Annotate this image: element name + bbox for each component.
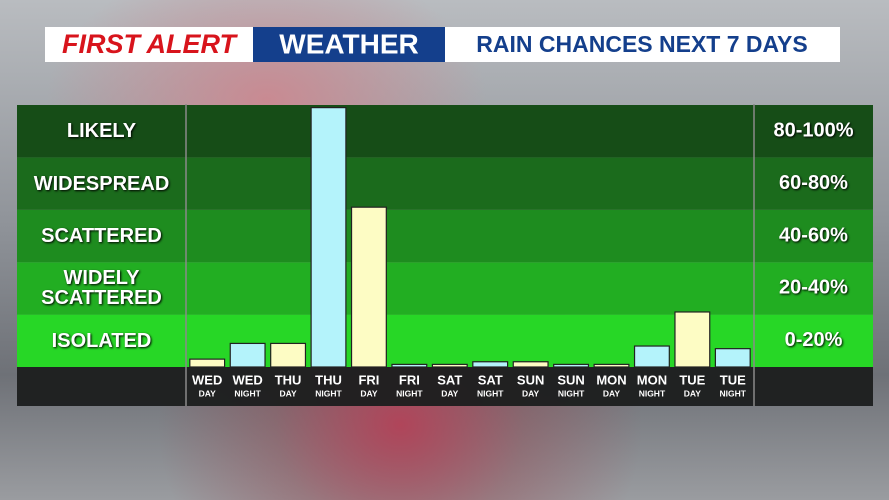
x-tick-sublabel: NIGHT [315, 388, 342, 398]
bar [350, 206, 387, 368]
band-range: 40-60% [779, 224, 848, 246]
x-tick-label: MON [637, 372, 667, 387]
band [17, 209, 873, 263]
header-title: RAIN CHANCES NEXT 7 DAYS [476, 31, 807, 57]
band-range: 60-80% [779, 172, 848, 194]
band-name: ISOLATED [51, 329, 152, 352]
band-label-box: WIDELY SCATTERED [41, 267, 162, 310]
x-tick-label: SAT [437, 372, 462, 387]
x-tick-sublabel: NIGHT [234, 388, 261, 398]
bar [431, 363, 468, 368]
band [17, 105, 873, 158]
band [17, 157, 873, 210]
x-tick-label: SUN [557, 372, 584, 387]
bar [391, 363, 428, 368]
x-tick-sublabel: DAY [199, 388, 216, 398]
bar [472, 361, 509, 368]
x-tick-sublabel: NIGHT [639, 388, 666, 398]
bar [593, 363, 630, 368]
bar [189, 358, 226, 368]
brand-right: WEATHER [279, 28, 418, 59]
x-tick-label: SUN [517, 372, 544, 387]
x-tick-label: THU [275, 372, 302, 387]
band-label-box: ISOLATED [51, 329, 152, 352]
band-label-box: SCATTERED [41, 224, 162, 247]
x-tick-sublabel: NIGHT [720, 388, 747, 398]
bar [512, 361, 549, 368]
band-range: 80-100% [773, 119, 853, 141]
x-tick-label: WED [232, 372, 262, 387]
x-tick-label: FRI [399, 372, 420, 387]
x-tick-sublabel: DAY [603, 388, 620, 398]
bar [270, 342, 307, 368]
x-tick-sublabel: DAY [360, 388, 377, 398]
band-label-box: WIDESPREAD [33, 172, 170, 195]
x-tick-sublabel: NIGHT [477, 388, 504, 398]
band-name: WIDELY SCATTERED [41, 267, 162, 310]
band-name: WIDESPREAD [33, 172, 170, 195]
band-name: LIKELY [66, 120, 137, 143]
x-tick-label: FRI [358, 372, 379, 387]
x-tick-label: TUE [720, 372, 746, 387]
bar [633, 345, 670, 368]
x-tick-sublabel: NIGHT [396, 388, 423, 398]
band [17, 262, 873, 315]
bar [229, 342, 266, 368]
band-label-box: LIKELY [66, 120, 137, 143]
brand-left: FIRST ALERT [62, 29, 239, 59]
x-tick-sublabel: NIGHT [558, 388, 585, 398]
x-tick-label: MON [596, 372, 626, 387]
band-name: SCATTERED [41, 224, 162, 247]
x-tick-sublabel: DAY [279, 388, 296, 398]
x-tick-sublabel: DAY [441, 388, 458, 398]
x-tick-label: TUE [679, 372, 705, 387]
bar [714, 348, 751, 368]
category-row [17, 367, 873, 406]
x-tick-label: SAT [478, 372, 503, 387]
band-range: 0-20% [785, 329, 843, 351]
x-tick-sublabel: DAY [684, 388, 701, 398]
bar [310, 107, 347, 368]
header-weather-box [253, 27, 445, 62]
band-range: 20-40% [779, 277, 848, 299]
x-tick-label: WED [192, 372, 222, 387]
bar [553, 363, 590, 368]
bar [674, 311, 711, 368]
x-tick-sublabel: DAY [522, 388, 539, 398]
x-tick-label: THU [315, 372, 342, 387]
